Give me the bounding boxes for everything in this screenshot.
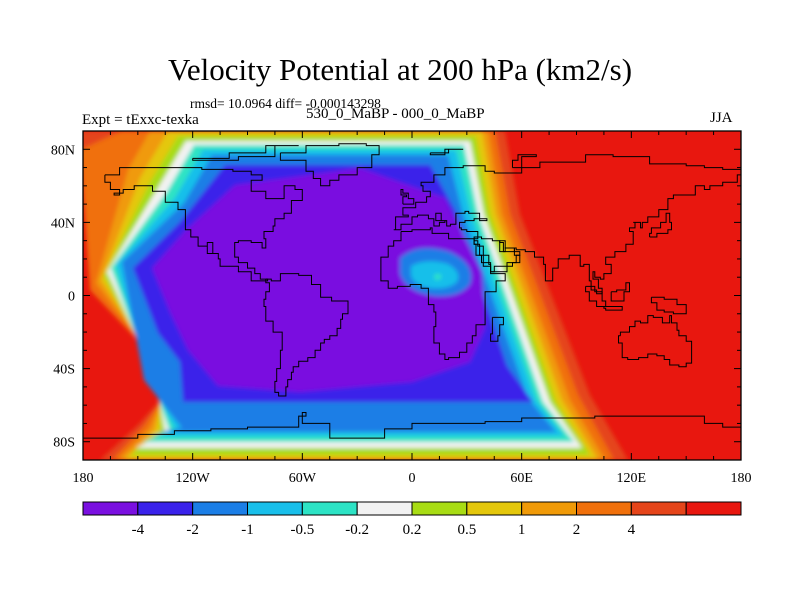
colorbar-label: -0.2 bbox=[345, 522, 369, 538]
coastline bbox=[400, 189, 415, 205]
x-tick-label: 180 bbox=[731, 471, 752, 486]
colorbar-swatch bbox=[356, 501, 413, 516]
season-label: JJA bbox=[710, 110, 733, 126]
coastline bbox=[429, 148, 464, 156]
colorbar-swatch bbox=[521, 501, 578, 516]
contour-band bbox=[434, 273, 442, 281]
colorbar-label: -0.5 bbox=[290, 522, 314, 538]
coastline bbox=[512, 154, 537, 169]
x-tick-label: 120E bbox=[617, 471, 647, 486]
colorbar: -4 -2 -1 -0.5 -0.2 0.2 0.5 1 2 4 bbox=[82, 501, 742, 538]
colorbar-swatch bbox=[685, 501, 742, 516]
x-tick-label: 180 bbox=[73, 471, 94, 486]
y-tick-label: 0 bbox=[68, 290, 75, 305]
x-tick-label: 60W bbox=[289, 471, 317, 486]
colorbar-label: 0.5 bbox=[457, 522, 476, 538]
coastline bbox=[279, 143, 380, 187]
coastline bbox=[618, 315, 693, 368]
coastline bbox=[650, 296, 687, 315]
experiment-label: Expt = tExxc-texka bbox=[82, 112, 199, 128]
colorbar-swatch bbox=[576, 501, 632, 516]
chart-title: Velocity Potential at 200 hPa (km2/s) bbox=[167, 52, 633, 87]
colorbar-label: 1 bbox=[518, 522, 526, 538]
difference-label: 530_0_MaBP - 000_0_MaBP bbox=[306, 106, 485, 122]
colorbar-swatch bbox=[82, 501, 139, 516]
coastlines bbox=[83, 143, 741, 439]
coastline bbox=[649, 212, 672, 238]
x-tick-label: 60E bbox=[510, 471, 533, 486]
coastline bbox=[473, 236, 521, 273]
coastline bbox=[380, 227, 506, 360]
coastline bbox=[490, 316, 504, 342]
coastline bbox=[83, 412, 741, 439]
colorbar-swatch bbox=[466, 501, 523, 516]
colorbar-swatch bbox=[247, 501, 303, 516]
colorbar-label: 0.2 bbox=[403, 522, 422, 538]
x-tick-label: 120W bbox=[176, 471, 211, 486]
coastline bbox=[610, 282, 630, 302]
coastline bbox=[192, 145, 299, 161]
colorbar-label: 2 bbox=[573, 522, 581, 538]
stats-label: rmsd= 10.0964 diff= -0.000143298 bbox=[190, 96, 381, 111]
colorbar-swatch bbox=[630, 501, 687, 516]
y-tick-label: 40S bbox=[53, 363, 75, 378]
y-tick-label: 40N bbox=[51, 216, 75, 231]
y-tick-label: 80N bbox=[51, 143, 75, 158]
colorbar-swatch bbox=[301, 501, 358, 516]
x-tick-label: 0 bbox=[409, 471, 416, 486]
coastline bbox=[104, 167, 303, 282]
colorbar-swatch bbox=[192, 501, 249, 516]
colorbar-label: 4 bbox=[628, 522, 636, 538]
coastline bbox=[603, 306, 623, 311]
map-area bbox=[83, 131, 741, 460]
colorbar-label: -4 bbox=[132, 522, 145, 538]
colorbar-swatch bbox=[137, 501, 194, 516]
colorbar-label: -1 bbox=[241, 522, 254, 538]
colorbar-label: -2 bbox=[186, 522, 199, 538]
coastline bbox=[263, 273, 349, 397]
colorbar-swatch bbox=[411, 501, 468, 516]
y-tick-label: 80S bbox=[53, 436, 75, 451]
